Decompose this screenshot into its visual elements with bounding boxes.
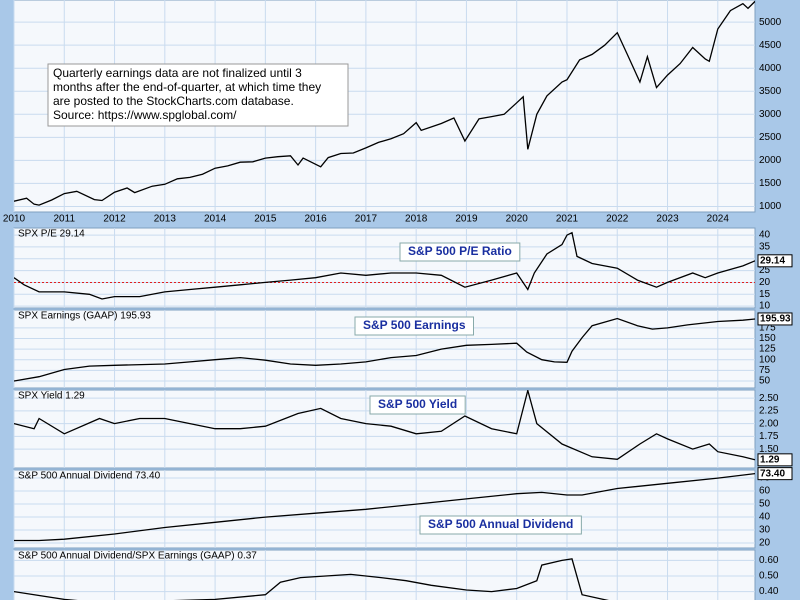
annotation-box bbox=[419, 515, 582, 535]
y-tick-label: 2.50 bbox=[759, 393, 779, 404]
y-tick-label: 1.50 bbox=[759, 444, 779, 455]
y-tick-label: 75 bbox=[759, 365, 771, 376]
y-tick-label: 40 bbox=[759, 512, 771, 523]
annotation-box bbox=[399, 242, 521, 262]
y-tick-label: 15 bbox=[759, 289, 771, 300]
y-tick-label: 3500 bbox=[759, 86, 782, 97]
last-value-box bbox=[757, 453, 793, 467]
x-tick-label: 2011 bbox=[54, 214, 76, 225]
y-tick-label: 4000 bbox=[759, 63, 782, 74]
panel bbox=[13, 469, 756, 549]
x-tick-label: 2024 bbox=[707, 214, 730, 225]
line bbox=[14, 317, 755, 382]
annotation: S&P 500 Earnings bbox=[363, 318, 466, 332]
note-box bbox=[47, 63, 349, 127]
x-tick-label: 2015 bbox=[254, 214, 277, 225]
x-tick-label: 2020 bbox=[506, 214, 529, 225]
x-tick-label: 2018 bbox=[405, 214, 428, 225]
y-tick-label: 2000 bbox=[759, 155, 782, 166]
y-tick-label: 30 bbox=[759, 525, 771, 536]
panel-label: S&P 500 Annual Dividend 73.40 bbox=[18, 471, 161, 482]
y-tick-label: 50 bbox=[759, 499, 771, 510]
y-tick-label: 1.75 bbox=[759, 431, 779, 442]
last-value-box bbox=[757, 254, 793, 268]
line bbox=[14, 0, 755, 206]
x-tick-label: 2016 bbox=[305, 214, 328, 225]
y-tick-label: 20 bbox=[759, 277, 771, 288]
y-tick-label: 2500 bbox=[759, 132, 782, 143]
y-tick-label: 3000 bbox=[759, 109, 782, 120]
last-value: 195.93 bbox=[760, 314, 791, 325]
y-tick-label: 2.00 bbox=[759, 418, 779, 429]
y-tick-label: 10 bbox=[759, 301, 771, 312]
y-tick-label: 40 bbox=[759, 230, 771, 241]
y-tick-label: 50 bbox=[759, 376, 771, 387]
annotation: S&P 500 Annual Dividend bbox=[428, 517, 573, 531]
last-value: 73.40 bbox=[760, 468, 785, 479]
annotation: S&P 500 P/E Ratio bbox=[408, 244, 512, 258]
y-tick-label: 4500 bbox=[759, 40, 782, 51]
y-tick-label: 175 bbox=[759, 322, 776, 333]
x-tick-label: 2010 bbox=[3, 214, 26, 225]
y-tick-label: 0.60 bbox=[759, 555, 779, 566]
last-value: 1.29 bbox=[760, 454, 780, 465]
y-tick-label: 1500 bbox=[759, 178, 782, 189]
y-tick-label: 100 bbox=[759, 354, 776, 365]
y-tick-label: 60 bbox=[759, 486, 771, 497]
panel-label: S&P 500 Annual Dividend/SPX Earnings (GA… bbox=[18, 551, 257, 562]
x-tick-label: 2023 bbox=[656, 214, 679, 225]
y-tick-label: 0.40 bbox=[759, 586, 779, 597]
x-tick-label: 2021 bbox=[556, 214, 579, 225]
annotation-box bbox=[354, 316, 474, 336]
y-tick-label: 2.25 bbox=[759, 406, 779, 417]
note-line: Source: https://www.spglobal.com/ bbox=[53, 108, 237, 122]
y-tick-label: 1000 bbox=[759, 201, 782, 212]
y-tick-label: 20 bbox=[759, 538, 771, 549]
y-tick-label: 5000 bbox=[759, 17, 782, 28]
note-line: Quarterly earnings data are not finalize… bbox=[53, 66, 302, 80]
last-value: 29.14 bbox=[760, 255, 785, 266]
last-value-box bbox=[757, 467, 793, 481]
x-tick-label: 2014 bbox=[204, 214, 227, 225]
y-tick-label: 125 bbox=[759, 344, 776, 355]
annotation-box bbox=[369, 395, 466, 415]
line bbox=[14, 231, 755, 300]
line bbox=[14, 390, 755, 461]
last-value-box bbox=[757, 312, 793, 326]
note-line: are posted to the StockCharts.com databa… bbox=[53, 94, 294, 108]
line bbox=[14, 472, 755, 542]
panel-label: SPX Yield 1.29 bbox=[18, 391, 85, 402]
y-tick-label: 150 bbox=[759, 333, 776, 344]
x-tick-label: 2017 bbox=[355, 214, 378, 225]
y-tick-label: 0.50 bbox=[759, 571, 779, 582]
y-tick-label: 35 bbox=[759, 242, 771, 253]
note-line: months after the end-of-quarter, at whic… bbox=[53, 80, 321, 94]
annotation: S&P 500 Yield bbox=[378, 397, 457, 411]
x-tick-label: 2022 bbox=[606, 214, 629, 225]
y-tick-label: 25 bbox=[759, 265, 771, 276]
x-tick-label: 2013 bbox=[154, 214, 177, 225]
panel-label: SPX Earnings (GAAP) 195.93 bbox=[18, 311, 151, 322]
panel-label: SPX P/E 29.14 bbox=[18, 229, 85, 240]
x-tick-label: 2012 bbox=[103, 214, 126, 225]
x-tick-label: 2019 bbox=[455, 214, 478, 225]
